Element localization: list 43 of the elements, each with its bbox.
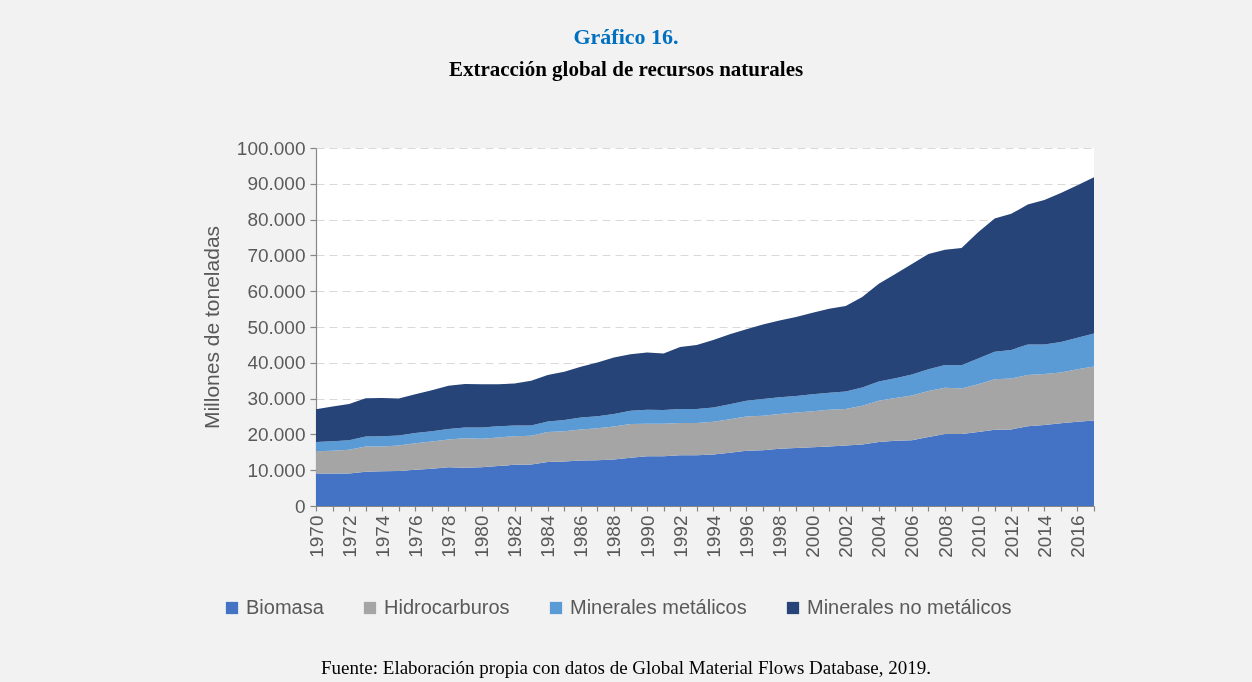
x-tick-label: 1970 <box>305 515 327 558</box>
y-tick-label: 90.000 <box>247 173 306 195</box>
y-axis-title: Millones de toneladas <box>199 225 223 430</box>
x-tick-label: 1982 <box>504 515 526 558</box>
x-tick-label: 1988 <box>603 515 625 558</box>
y-tick-label: 70.000 <box>247 244 306 266</box>
legend-label: Minerales no metálicos <box>807 596 1012 618</box>
x-tick-label: 2010 <box>967 515 989 558</box>
legend-label: Minerales metálicos <box>570 596 747 618</box>
x-tick-label: 1996 <box>735 515 757 558</box>
x-tick-label: 1990 <box>636 515 658 558</box>
x-tick-label: 2012 <box>1000 515 1022 558</box>
x-tick-label: 1986 <box>570 515 592 558</box>
y-tick-label: 50.000 <box>247 316 306 338</box>
chart-title: Gráfico 16. <box>573 24 679 49</box>
y-tick-label: 60.000 <box>247 280 306 302</box>
y-tick-label: 30.000 <box>247 388 306 410</box>
y-tick-label: 80.000 <box>247 209 306 231</box>
x-tick-label: 1998 <box>768 515 790 558</box>
x-tick-label: 1980 <box>471 515 493 558</box>
chart-subtitle: Extracción global de recursos naturales <box>448 57 804 81</box>
x-tick-label: 2004 <box>868 515 890 558</box>
legend-label: Hidrocarburos <box>384 596 510 618</box>
x-tick-label: 2014 <box>1033 515 1055 558</box>
x-tick-label: 2008 <box>934 515 956 558</box>
x-tick-label: 1972 <box>338 515 360 558</box>
x-tick-label: 2002 <box>835 515 857 558</box>
x-tick-label: 2016 <box>1066 515 1088 558</box>
x-tick-label: 1992 <box>669 515 691 558</box>
x-tick-label: 2006 <box>901 515 923 558</box>
x-tick-label: 1994 <box>702 515 724 558</box>
x-tick-label: 1974 <box>371 515 393 558</box>
x-tick-label: 1978 <box>437 515 459 558</box>
y-tick-label: 10.000 <box>247 459 306 481</box>
x-tick-label: 1976 <box>404 515 426 558</box>
y-tick-label: 100.000 <box>236 137 306 159</box>
y-tick-label: 40.000 <box>247 352 306 374</box>
y-tick-label: 0 <box>294 495 306 517</box>
x-tick-label: 2000 <box>802 515 824 558</box>
x-tick-label: 1984 <box>537 515 559 558</box>
legend-label: Biomasa <box>246 596 325 618</box>
y-tick-label: 20.000 <box>247 423 306 445</box>
source-note: Fuente: Elaboración propia con datos de Global Material Flows Database, 2019. <box>321 657 931 678</box>
